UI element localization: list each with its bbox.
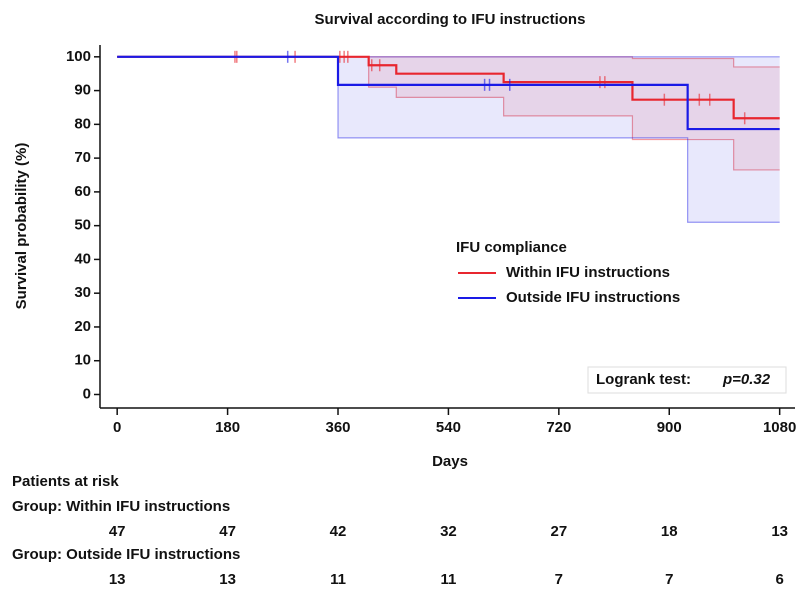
y-tick-label: 10 (74, 352, 91, 369)
legend-box (446, 233, 752, 311)
risk-count: 47 (109, 523, 126, 540)
y-tick-label: 100 (66, 48, 91, 65)
legend-label: Within IFU instructions (506, 264, 670, 281)
risk-title: Patients at risk (12, 473, 119, 490)
x-tick-label: 540 (436, 419, 461, 436)
y-tick-label: 70 (74, 149, 91, 166)
x-axis-label: Days (432, 453, 468, 470)
y-tick-label: 0 (83, 385, 91, 402)
y-tick-label: 40 (74, 250, 91, 267)
legend-title: IFU compliance (456, 239, 567, 256)
risk-count: 13 (219, 571, 236, 588)
annotation-box (587, 366, 787, 394)
risk-count: 11 (440, 571, 456, 588)
risk-count: 7 (555, 571, 563, 588)
risk-count: 7 (665, 571, 673, 588)
risk-count: 11 (330, 571, 346, 588)
risk-count: 13 (109, 571, 126, 588)
ci-lower (117, 56, 780, 171)
y-tick-label: 20 (74, 318, 91, 335)
risk-count: 18 (661, 523, 678, 540)
y-tick-label: 50 (74, 217, 91, 234)
risk-count: 13 (771, 523, 788, 540)
risk-count: 42 (330, 523, 347, 540)
y-tick-label: 60 (74, 183, 91, 200)
annotation-text: Logrank test: (596, 371, 691, 388)
x-tick-label: 0 (113, 419, 121, 436)
x-tick-label: 1080 (763, 419, 796, 436)
x-tick-label: 900 (657, 419, 682, 436)
ci-band (117, 56, 780, 223)
y-tick-label: 80 (74, 115, 91, 132)
annotation-p: p=0.32 (722, 371, 771, 388)
y-tick-label: 90 (74, 82, 91, 99)
x-tick-label: 360 (325, 419, 350, 436)
risk-count: 32 (440, 523, 457, 540)
risk-count: 27 (550, 523, 567, 540)
risk-group-label: Group: Outside IFU instructions (12, 546, 240, 563)
survival-line (117, 55, 780, 120)
chart-title: Survival according to IFU instructions (315, 11, 586, 28)
ci-upper (117, 56, 780, 68)
legend-label: Outside IFU instructions (506, 289, 680, 306)
x-tick-label: 720 (546, 419, 571, 436)
risk-group-label: Group: Within IFU instructions (12, 498, 230, 515)
y-tick-label: 30 (74, 284, 91, 301)
risk-count: 47 (219, 523, 236, 540)
survival-line (117, 55, 780, 131)
y-axis-label: Survival probability (%) (13, 143, 30, 310)
risk-count: 6 (775, 571, 783, 588)
x-tick-label: 180 (215, 419, 240, 436)
